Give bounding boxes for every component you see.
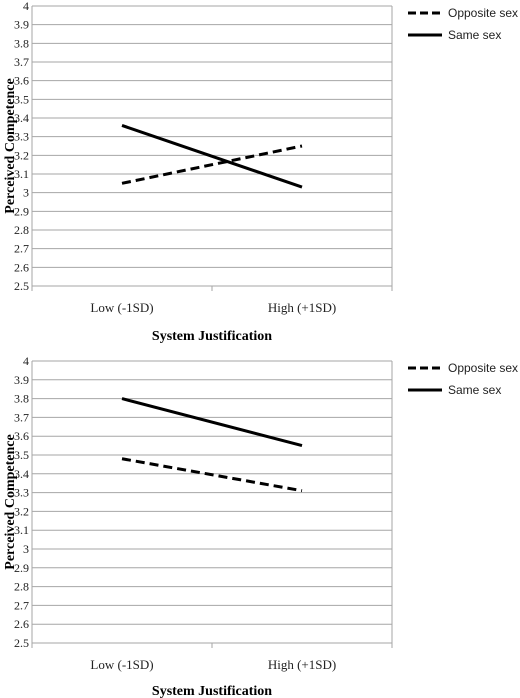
y-tick-label: 3.8: [14, 392, 29, 406]
y-tick-label: 3.4: [14, 111, 29, 125]
y-axis-title: Perceived Competence: [3, 78, 18, 213]
y-tick-label: 3.3: [14, 486, 29, 500]
legend: Opposite sex Same sex: [408, 361, 518, 397]
y-tick-label: 2.5: [14, 279, 29, 293]
y-tick-label: 3.7: [14, 410, 29, 424]
y-tick-label: 3.9: [14, 373, 29, 387]
series-line-same-sex: [121, 397, 303, 448]
y-tick-label: 3.1: [14, 167, 29, 181]
x-tick-label: High (+1SD): [268, 300, 336, 315]
y-axis-title: Perceived Competence: [3, 434, 18, 569]
y-tick-label: 2.7: [14, 598, 29, 612]
y-tick-label: 2.9: [14, 561, 29, 575]
x-tick-label: Low (-1SD): [90, 300, 153, 315]
y-tick-label: 3.6: [14, 429, 29, 443]
series-line-opposite-sex: [121, 457, 303, 493]
x-tick-label: Low (-1SD): [90, 657, 153, 672]
y-tick-label: 3.9: [14, 18, 29, 32]
y-tick-label: 3: [23, 542, 29, 556]
legend-label: Same sex: [448, 383, 501, 397]
legend-label: Opposite sex: [448, 6, 518, 20]
y-tick-label: 2.6: [14, 260, 29, 274]
series-line-same-sex: [121, 124, 303, 189]
y-tick-label: 2.8: [14, 580, 29, 594]
y-tick-label: 3.8: [14, 36, 29, 50]
x-axis-title: System Justification: [152, 684, 272, 698]
x-axis-title: System Justification: [152, 329, 272, 344]
y-tick-label: 3.6: [14, 74, 29, 88]
y-tick-label: 2.5: [14, 636, 29, 650]
y-tick-label: 3.5: [14, 448, 29, 462]
legend: Opposite sex Same sex: [408, 6, 518, 42]
y-tick-label: 3.5: [14, 92, 29, 106]
y-tick-label: 3: [23, 186, 29, 200]
y-tick-label: 2.8: [14, 223, 29, 237]
y-tick-label: 4: [23, 354, 29, 368]
chart-1: 2.5 2.6 2.7 2.8 2.9 3 3.1 3.2 3.3 3.4 3.5 3.6 3.7 3.8…: [3, 0, 518, 344]
y-tick-label: 3.3: [14, 130, 29, 144]
y-tick-label: 2.6: [14, 617, 29, 631]
legend-label: Opposite sex: [448, 361, 518, 375]
y-tick-label: 4: [23, 0, 29, 13]
y-tick-label: 3.7: [14, 55, 29, 69]
y-tick-label: 2.9: [14, 204, 29, 218]
y-tick-label: 3.2: [14, 148, 29, 162]
x-tick-label: High (+1SD): [268, 657, 336, 672]
series-line-opposite-sex: [121, 144, 303, 185]
y-tick-label: 3.2: [14, 504, 29, 518]
y-tick-label: 2.7: [14, 242, 29, 256]
chart-2: 2.5 2.6 2.7 2.8 2.9 3 3.1 3.2 3.3 3.4 3.5 3.6 3.7 3.8…: [3, 354, 518, 698]
y-tick-label: 3.1: [14, 523, 29, 537]
y-tick-label: 3.4: [14, 467, 29, 481]
legend-label: Same sex: [448, 28, 501, 42]
